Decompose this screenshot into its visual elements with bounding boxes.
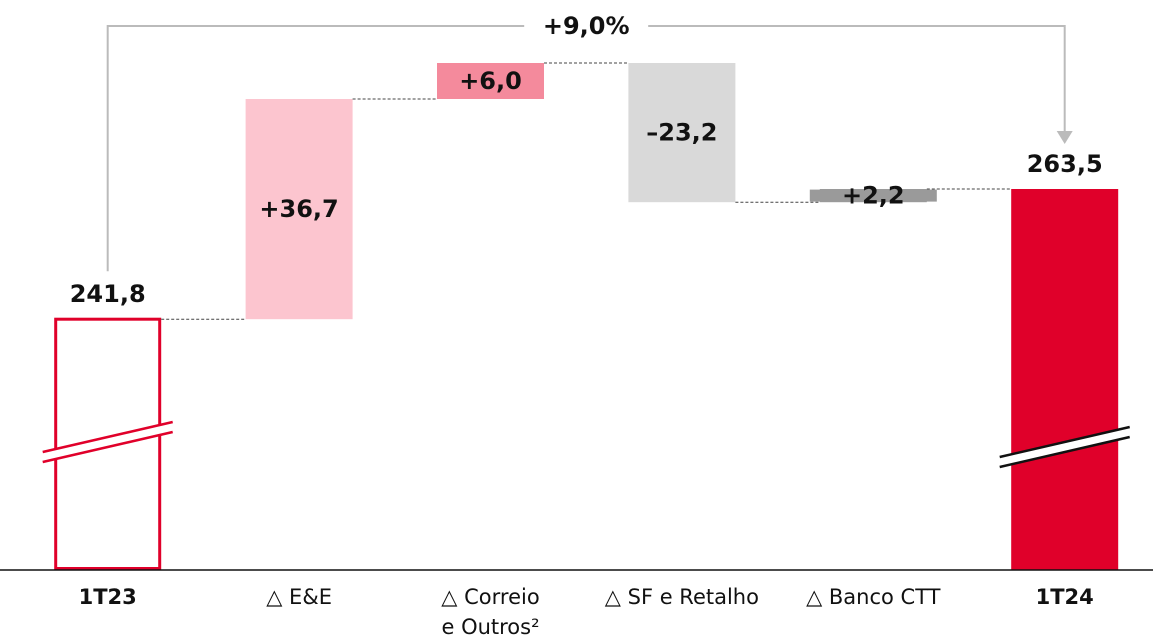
axis-break-line — [42, 420, 173, 454]
annotation: +9,0% — [543, 12, 630, 40]
value-label: –23,2 — [646, 119, 717, 147]
axis-break-line — [42, 430, 173, 464]
x-tick-label: 1T23 — [78, 585, 137, 609]
x-tick-label: 1T24 — [1035, 585, 1094, 609]
x-tick-label: △ Banco CTT — [806, 585, 941, 609]
x-tick-label: △ Correio e Outros² — [441, 585, 540, 639]
value-label: 241,8 — [70, 280, 146, 308]
axis-break-line — [999, 435, 1130, 469]
axis-break — [42, 422, 173, 462]
value-label: +36,7 — [259, 195, 338, 223]
axis-break — [999, 427, 1130, 467]
bracket-arrow — [1056, 131, 1073, 144]
value-label: +2,2 — [842, 182, 905, 210]
axis-break-line — [999, 425, 1130, 459]
x-tick-label: △ SF e Retalho — [604, 585, 759, 609]
value-label: 263,5 — [1027, 150, 1103, 178]
x-tick-label: △ E&E — [266, 585, 332, 609]
annotation-bg — [524, 10, 649, 42]
bar — [437, 63, 544, 99]
bar — [245, 99, 353, 320]
bar — [819, 189, 927, 203]
value-label: +6,0 — [459, 67, 522, 95]
bar — [628, 63, 736, 203]
bar — [1011, 189, 1119, 570]
